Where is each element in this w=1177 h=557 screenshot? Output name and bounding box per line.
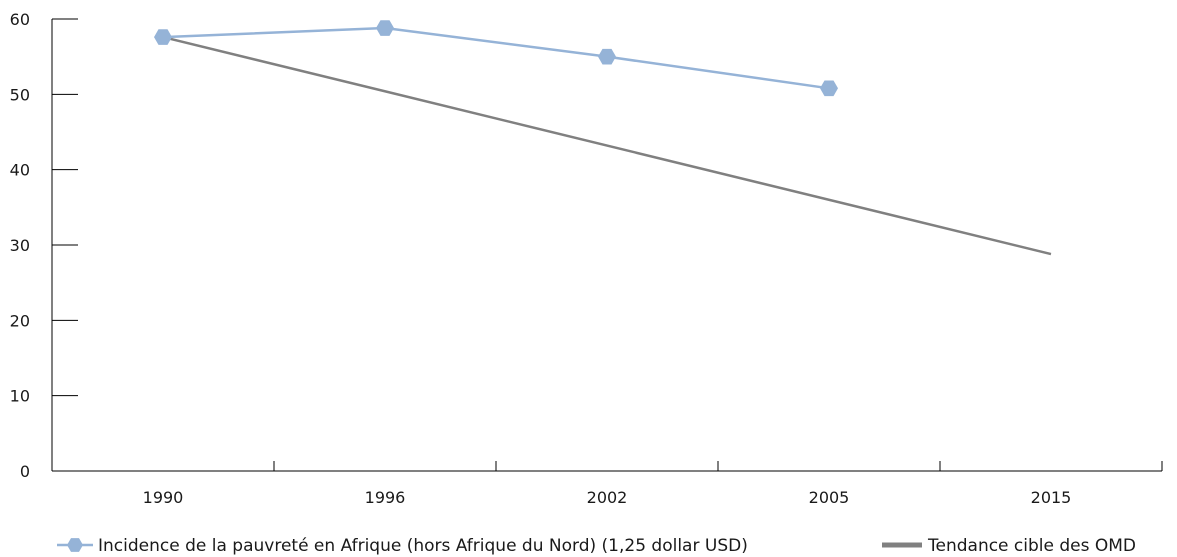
x-tick-label: 1990 (143, 488, 184, 507)
x-tick-label: 2015 (1031, 488, 1072, 507)
poverty-point-1990 (154, 29, 172, 45)
x-axis: 1990 1996 2002 2005 2015 (51, 461, 1163, 507)
legend-swatch-poverty-marker (67, 538, 83, 552)
series-poverty-incidence (154, 20, 838, 97)
poverty-line (162, 26, 830, 90)
chart-axes (51, 19, 1162, 472)
y-tick-label: 50 (10, 85, 30, 104)
x-tick-label: 2005 (809, 488, 850, 507)
y-tick-label: 20 (10, 311, 30, 330)
legend-label-poverty: Incidence de la pauvreté en Afrique (hor… (98, 536, 748, 556)
y-axis: 0 10 20 30 40 50 60 (10, 10, 78, 481)
poverty-point-2005 (820, 80, 838, 97)
x-tick-label: 1996 (365, 488, 406, 507)
chart-legend: Incidence de la pauvreté en Afrique (hor… (57, 536, 1136, 556)
poverty-point-2002 (598, 48, 616, 65)
target-trend-line (162, 35, 1052, 256)
y-tick-label: 10 (10, 387, 30, 406)
x-tick-label: 2002 (587, 488, 628, 507)
y-tick-label: 0 (20, 462, 30, 481)
y-tick-label: 60 (10, 10, 30, 29)
series-target-trend (162, 35, 1052, 256)
y-tick-label: 40 (10, 161, 30, 180)
poverty-point-1996 (376, 20, 394, 36)
legend-item-poverty: Incidence de la pauvreté en Afrique (hor… (57, 536, 748, 556)
legend-label-target: Tendance cible des OMD (927, 536, 1136, 556)
legend-item-target: Tendance cible des OMD (882, 536, 1136, 556)
y-tick-label: 30 (10, 236, 30, 255)
